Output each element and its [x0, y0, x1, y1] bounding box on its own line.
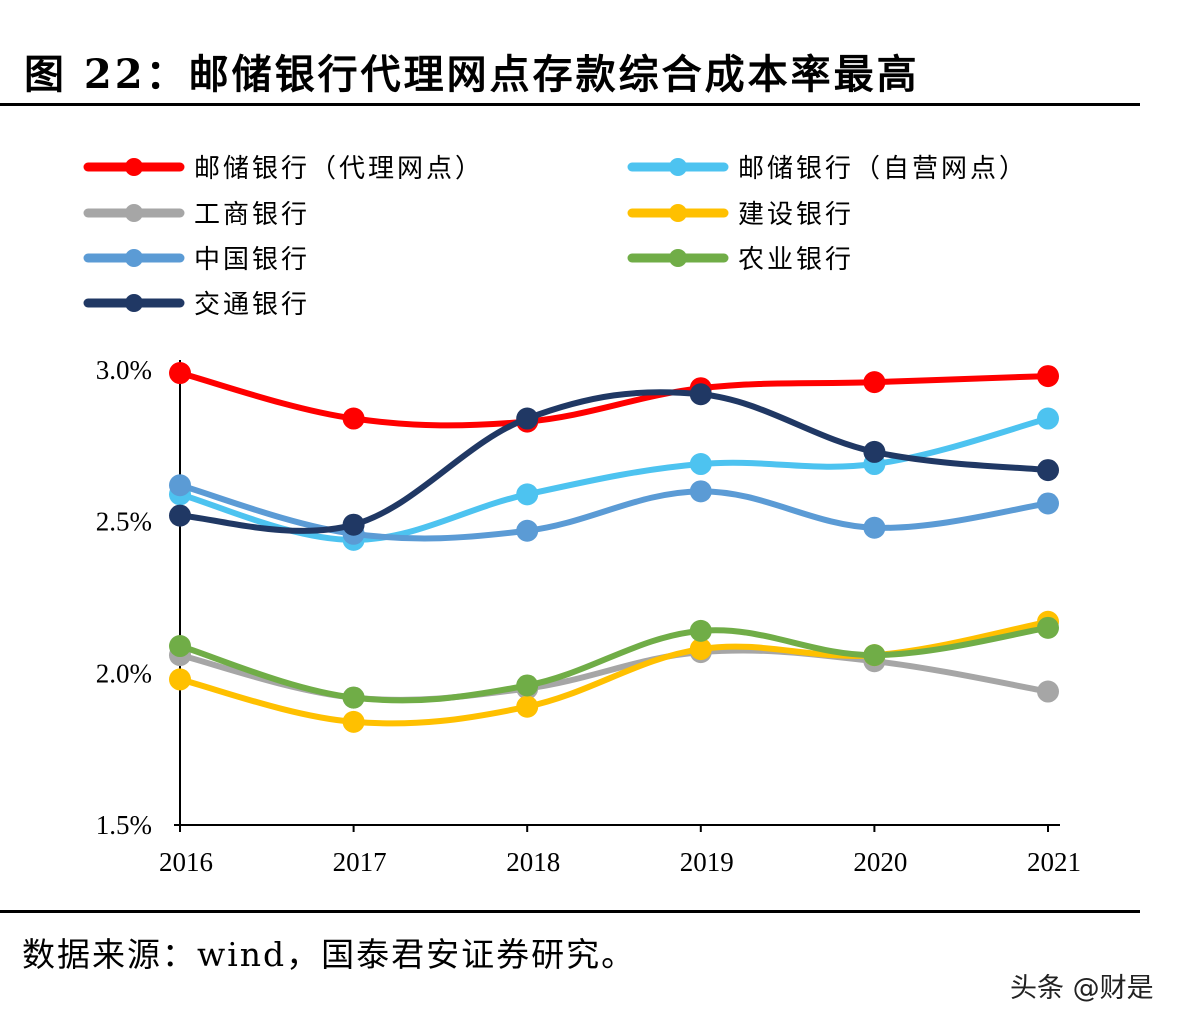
x-tick-label: 2020 [853, 847, 907, 877]
watermark: 头条 @财是 [1010, 973, 1154, 1004]
legend-marker [125, 204, 143, 222]
data-point-2-2021 [1037, 680, 1059, 703]
y-tick-label: 2.5% [96, 507, 152, 537]
data-point-3-2019 [689, 638, 712, 661]
legend-label: 邮储银行（代理网点） [194, 154, 484, 184]
legend-marker [669, 158, 687, 176]
data-point-4-2021 [1037, 492, 1059, 515]
data-point-5-2021 [1037, 616, 1059, 639]
data-point-3-2018 [516, 695, 539, 718]
data-point-6-2017 [342, 513, 365, 536]
x-tick-label: 2017 [333, 847, 387, 877]
series-line-5 [179, 624, 1049, 704]
x-tick-label: 2018 [506, 847, 560, 877]
series-line-6 [179, 389, 1049, 534]
series-line-0 [179, 370, 1049, 429]
series-line-3 [179, 618, 1049, 727]
source-note: 数据来源：wind，国泰君安证券研究。 [22, 935, 637, 974]
data-point-1-2019 [689, 453, 712, 476]
data-point-5-2016 [169, 635, 191, 658]
data-point-3-2017 [342, 710, 365, 733]
data-point-4-2016 [169, 474, 191, 497]
top-rule [0, 103, 1140, 106]
data-point-0-2021 [1037, 365, 1059, 388]
legend-marker [125, 294, 143, 312]
x-tick-label: 2016 [159, 847, 213, 877]
data-point-6-2016 [169, 504, 191, 527]
data-point-4-2018 [516, 519, 539, 542]
data-point-0-2016 [169, 362, 191, 385]
data-point-0-2020 [863, 371, 886, 394]
legend-marker [669, 249, 687, 267]
y-tick-label: 1.5% [96, 810, 152, 840]
x-tick-label: 2021 [1027, 847, 1081, 877]
series-line-1 [179, 415, 1049, 543]
legend-label: 中国银行 [194, 245, 310, 275]
legend-label: 邮储银行（自营网点） [738, 154, 1028, 184]
legend-label: 交通银行 [194, 290, 310, 320]
data-point-4-2019 [689, 480, 712, 503]
legend-label: 建设银行 [738, 200, 854, 230]
data-point-5-2017 [342, 686, 365, 709]
data-point-6-2019 [689, 383, 712, 406]
data-point-5-2020 [863, 644, 886, 667]
data-point-1-2021 [1037, 407, 1059, 430]
data-point-5-2018 [516, 674, 539, 697]
legend-marker [125, 249, 143, 267]
data-point-1-2018 [516, 483, 539, 506]
data-point-5-2019 [689, 619, 712, 642]
data-point-4-2020 [863, 516, 886, 539]
data-point-0-2017 [342, 407, 365, 430]
y-tick-label: 3.0% [96, 355, 152, 385]
legend-marker [669, 204, 687, 222]
data-point-6-2020 [863, 440, 886, 463]
legend-label: 农业银行 [738, 245, 854, 275]
legend-marker [125, 158, 143, 176]
legend-label: 工商银行 [194, 200, 310, 230]
bottom-rule [0, 910, 1140, 913]
data-point-3-2016 [169, 668, 191, 691]
chart-title: 图 22：邮储银行代理网点存款综合成本率最高 [24, 51, 920, 98]
data-point-6-2021 [1037, 459, 1059, 482]
y-tick-label: 2.0% [96, 658, 152, 688]
x-tick-label: 2019 [680, 847, 734, 877]
data-point-6-2018 [516, 407, 539, 430]
